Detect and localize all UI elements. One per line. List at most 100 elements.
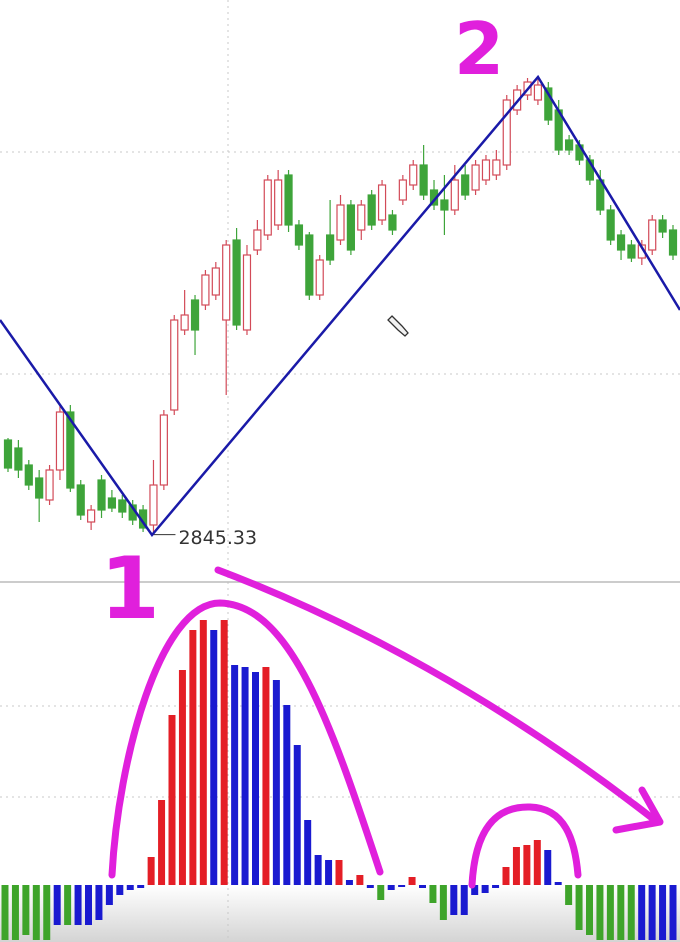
histogram-bar bbox=[147, 857, 155, 885]
candle-body bbox=[118, 499, 127, 513]
histogram-bar bbox=[272, 680, 280, 885]
histogram-bar bbox=[105, 885, 113, 905]
candle-body bbox=[3, 439, 13, 469]
histogram-bar bbox=[627, 885, 635, 940]
histogram-bar bbox=[43, 885, 51, 940]
histogram-bar bbox=[11, 885, 19, 940]
histogram-bar bbox=[617, 885, 625, 940]
candle-body bbox=[232, 239, 241, 326]
ink-arch bbox=[468, 803, 582, 889]
histogram-bar bbox=[126, 885, 134, 890]
histogram-bar bbox=[262, 667, 270, 885]
histogram-bar bbox=[22, 885, 30, 935]
candle-body bbox=[294, 224, 304, 246]
histogram-bar bbox=[502, 867, 510, 885]
candle-body bbox=[315, 259, 324, 296]
candle-body bbox=[149, 484, 158, 526]
candle-body bbox=[107, 497, 117, 509]
ink-arrow bbox=[214, 566, 664, 834]
candle-body bbox=[627, 244, 636, 259]
candle-body bbox=[211, 267, 220, 296]
candle-body bbox=[222, 244, 231, 321]
histogram-bar bbox=[533, 840, 541, 885]
histogram-bar bbox=[669, 885, 677, 940]
histogram-bar bbox=[293, 745, 301, 885]
candle-body bbox=[170, 319, 179, 411]
histogram-bar bbox=[178, 670, 186, 885]
candle-body bbox=[419, 164, 428, 196]
histogram-bar bbox=[471, 885, 479, 895]
candle-body bbox=[45, 469, 54, 501]
histogram-bar bbox=[74, 885, 82, 925]
candle-body bbox=[24, 464, 33, 486]
low-price-label: 2845.33 bbox=[178, 527, 257, 549]
candle-body bbox=[326, 234, 335, 261]
candle-body bbox=[461, 174, 470, 196]
candle-body bbox=[481, 159, 491, 181]
candle-body bbox=[357, 204, 366, 231]
histogram-bar bbox=[366, 885, 374, 888]
zigzag-line bbox=[0, 74, 680, 538]
candle-body bbox=[668, 229, 678, 256]
candle-body bbox=[377, 184, 387, 221]
histogram-bar bbox=[85, 885, 92, 925]
candle-body bbox=[658, 219, 667, 233]
candle-body bbox=[440, 199, 449, 211]
ink-arch bbox=[108, 599, 384, 879]
handwritten-label: 1 bbox=[100, 539, 160, 639]
histogram-bar bbox=[429, 885, 437, 903]
histogram-bar bbox=[325, 860, 333, 885]
histogram-bar bbox=[210, 630, 218, 885]
histogram-bar bbox=[408, 877, 416, 885]
candle-body bbox=[97, 479, 106, 511]
candle-body bbox=[76, 484, 85, 516]
candle-body bbox=[55, 411, 65, 471]
candle-body bbox=[367, 194, 376, 226]
candle-body bbox=[253, 229, 262, 251]
histogram-bar bbox=[575, 885, 583, 930]
histogram-bar bbox=[596, 885, 604, 940]
histogram-bar bbox=[659, 885, 667, 940]
histogram-bar bbox=[314, 855, 322, 885]
candle-body bbox=[284, 174, 293, 226]
plot-layer: 2845.33 bbox=[1, 77, 678, 940]
candle-body bbox=[471, 164, 480, 191]
candle-body bbox=[544, 87, 553, 121]
histogram-bar bbox=[450, 885, 458, 915]
candle-body bbox=[502, 99, 511, 166]
histogram-bar bbox=[53, 885, 61, 925]
histogram-bar bbox=[158, 800, 166, 885]
histogram-bar bbox=[554, 882, 562, 885]
histogram-bar bbox=[481, 885, 489, 893]
histogram-bar bbox=[32, 885, 40, 940]
histogram-bar bbox=[304, 820, 312, 885]
candle-body bbox=[201, 274, 210, 306]
histogram-bar bbox=[387, 885, 395, 890]
histogram-bar bbox=[377, 885, 385, 900]
histogram-bar bbox=[64, 885, 72, 925]
histogram-bar bbox=[586, 885, 593, 935]
candle-body bbox=[346, 204, 355, 251]
candle-body bbox=[336, 204, 345, 241]
candle-body bbox=[492, 159, 501, 176]
histogram-bar bbox=[95, 885, 103, 920]
histogram-bar bbox=[356, 875, 364, 885]
histogram-bar bbox=[544, 850, 552, 885]
histogram-bar bbox=[283, 705, 291, 885]
candle-body bbox=[66, 411, 75, 489]
histogram-bar bbox=[648, 885, 656, 940]
histogram-bar bbox=[137, 885, 145, 888]
candle-body bbox=[35, 477, 44, 499]
histogram-bar bbox=[512, 847, 520, 885]
histogram-bar bbox=[398, 885, 406, 887]
candle-body bbox=[409, 164, 418, 186]
pencil-cursor bbox=[387, 315, 409, 337]
histogram-bar bbox=[1, 885, 9, 940]
candle-body bbox=[648, 219, 657, 251]
candle-body bbox=[263, 179, 272, 236]
histogram-bar bbox=[606, 885, 614, 940]
histogram-bar bbox=[241, 667, 249, 885]
candle-body bbox=[616, 234, 626, 251]
histogram-bar bbox=[220, 620, 228, 885]
